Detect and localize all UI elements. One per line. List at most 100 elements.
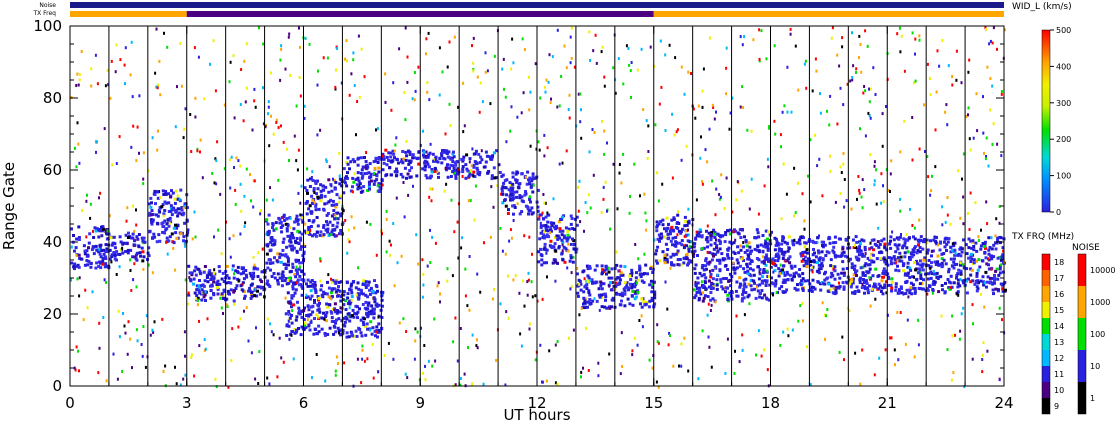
echo-cell [887,277,891,281]
echo-cell [331,278,335,282]
echo-cell [266,242,270,246]
echo-cell [375,174,379,178]
echo-cell [706,295,710,298]
echo-cell [319,195,323,199]
echo-cell [79,257,83,261]
noise-cell [743,313,746,317]
echo-cell [715,283,719,287]
echo-cell [91,246,95,250]
noise-cell [550,97,552,101]
echo-cell [521,200,525,204]
echo-cell [586,305,589,309]
freq-colorbar-tick-label: 12 [1054,354,1064,363]
echo-cell [285,263,289,267]
echo-cell [355,293,359,297]
echo-cell [376,184,380,188]
echo-cell [604,264,608,268]
echo-cell [312,189,316,193]
echo-cell [565,239,569,243]
echo-cell [917,240,921,244]
echo-cell [314,208,318,212]
noise-cell [90,84,93,88]
echo-cell [837,286,841,290]
echo-cell [387,151,391,155]
echo-cell [959,254,963,258]
echo-cell [372,182,376,186]
echo-cell [674,252,678,256]
echo-cell [299,333,303,337]
echo-cell [174,223,177,227]
echo-cell [544,226,548,230]
echo-cell [866,256,870,260]
noise-cell [275,118,278,122]
noise-cell [967,70,970,74]
noise-cell [701,105,704,109]
noise-cell [522,279,525,283]
noise-cell [592,173,595,177]
noise-cell [190,150,193,153]
echo-cell [373,300,377,304]
echo-cell [316,295,320,298]
noise-cell [673,133,676,137]
echo-cell [605,306,609,310]
noise-cell [760,29,763,33]
echo-cell [304,296,308,299]
echo-cell [940,252,944,256]
echo-cell [327,200,331,204]
echo-cell [374,303,378,307]
echo-cell [87,260,91,263]
echo-cell [927,284,931,288]
echo-cell [568,259,572,263]
echo-cell [834,241,838,244]
echo-cell [766,248,770,252]
noise-cell [259,212,262,216]
noise-cell [364,166,367,170]
echo-cell [845,280,849,284]
noise-cell [395,196,398,200]
echo-cell [310,294,314,298]
echo-cell [239,272,243,276]
echo-cell [289,234,292,238]
echo-cell [162,212,166,216]
noise-cell [512,219,515,222]
noise-cell [568,93,571,97]
noise-cell [881,112,884,116]
noise-cell [191,237,194,241]
echo-cell [656,237,660,241]
noise-cell [149,333,152,337]
echo-cell [918,250,922,254]
noise-cell [756,285,758,289]
echo-cell [753,247,757,251]
noise-cell [841,45,844,49]
noise-cell [728,127,731,131]
noise-cell [836,53,839,57]
noise-cell [711,103,714,107]
echo-cell [317,307,321,311]
noise-cell [420,326,422,330]
noise-cell [523,234,526,238]
noise-cell [657,341,660,345]
echo-cell [284,312,288,316]
noise-cell [239,182,242,186]
echo-cell [498,171,502,174]
noise-cell [805,86,808,90]
echo-cell [170,213,174,217]
echo-cell [904,280,908,284]
noise-cell [989,77,992,80]
echo-cell [851,291,855,295]
echo-cell [721,287,725,291]
echo-cell [879,250,883,254]
echo-cell [335,193,339,197]
echo-cell [758,268,762,271]
noise-cell [637,257,640,261]
echo-cell [863,248,867,252]
echo-cell [918,282,922,286]
echo-cell [267,213,271,217]
echo-cell [901,244,905,248]
echo-cell [385,173,389,177]
noise-cell [701,180,704,184]
noise-cell [718,193,721,196]
noise-cell [86,193,88,197]
noise-cell [257,382,260,385]
noise-cell [905,233,908,237]
